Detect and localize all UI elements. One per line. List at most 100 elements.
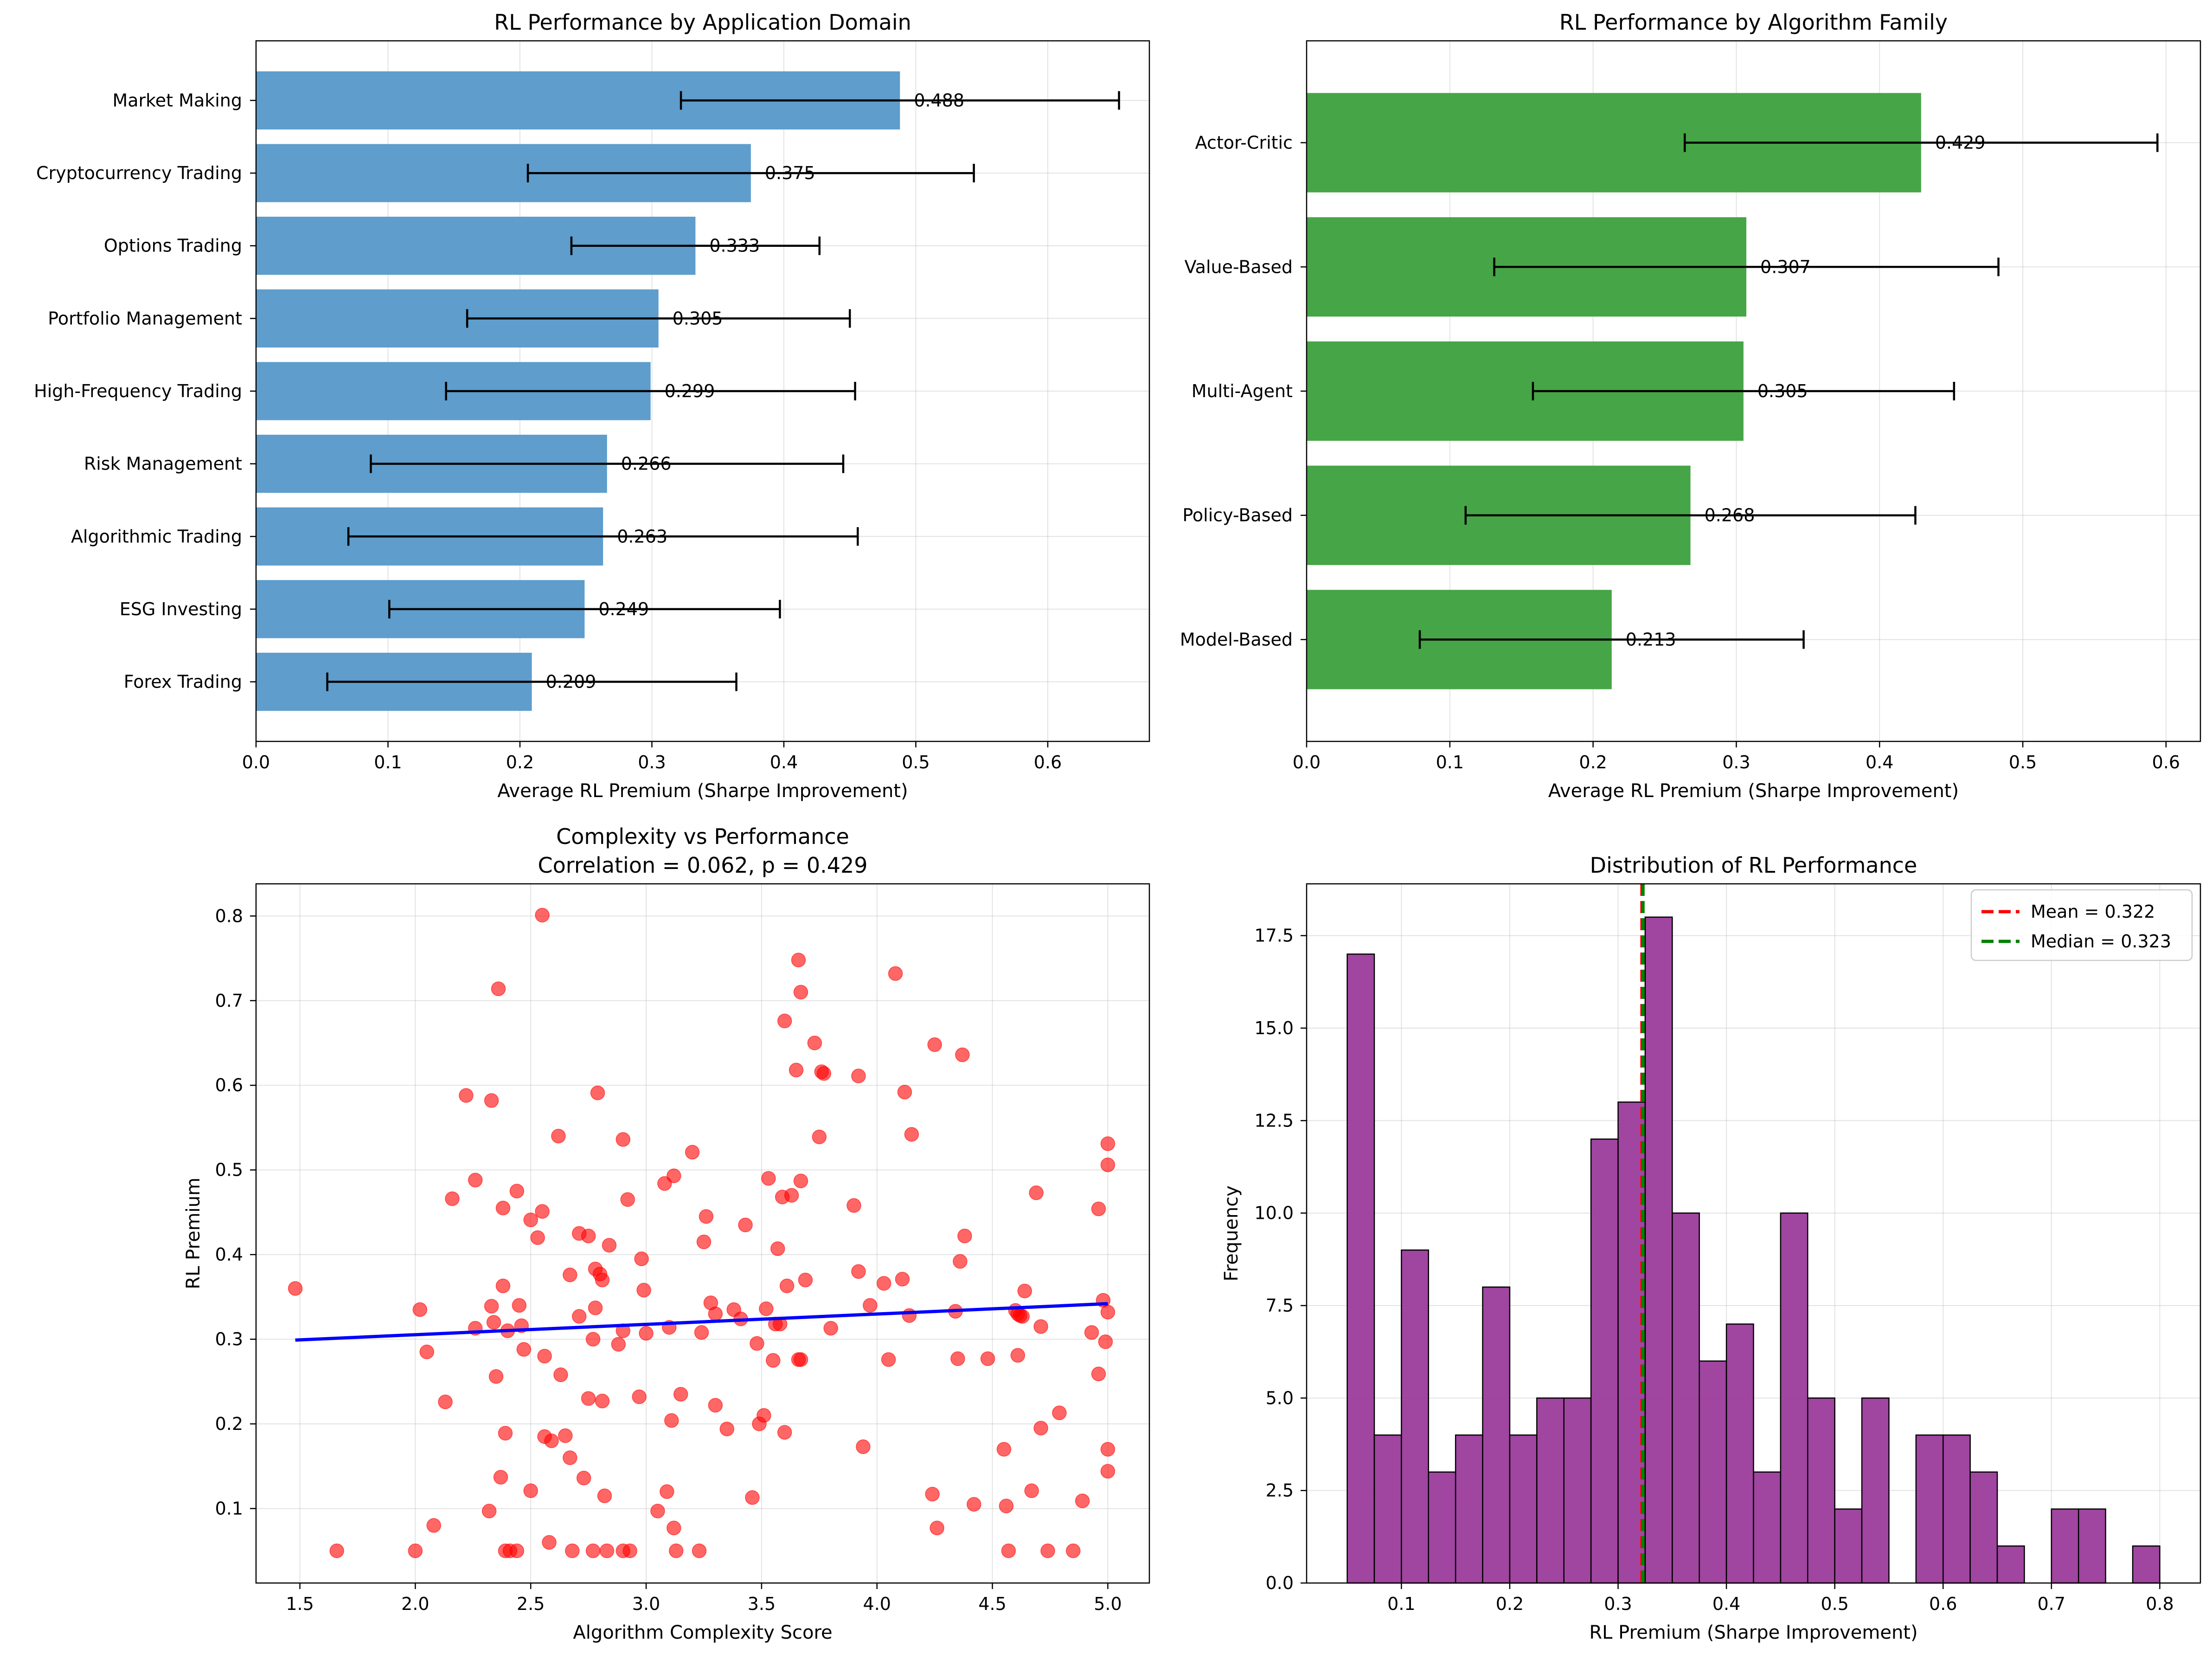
scatter-xlabel: Algorithm Complexity Score — [573, 1622, 832, 1643]
domain-xtick-label: 0.5 — [902, 752, 930, 772]
scatter-point — [498, 1426, 513, 1441]
domain-category-label: Portfolio Management — [48, 308, 242, 328]
scatter-point — [757, 1408, 771, 1423]
domain-value-label: 0.249 — [598, 599, 649, 619]
algorithm-title: RL Performance by Algorithm Family — [1559, 10, 1948, 35]
scatter-point — [438, 1394, 453, 1409]
domain-value-label: 0.266 — [621, 454, 672, 474]
scatter-point — [1033, 1421, 1048, 1435]
scatter-point — [602, 1238, 617, 1253]
scatter-point — [902, 1308, 917, 1323]
algorithm-value-label: 0.429 — [1935, 133, 1986, 153]
scatter-point — [876, 1276, 891, 1291]
scatter-point — [761, 1171, 776, 1186]
domain-category-label: Forex Trading — [124, 672, 242, 692]
scatter-point — [980, 1351, 995, 1366]
hist-bar — [2051, 1508, 2079, 1584]
complexity-scatter: 1.5 2.0 2.5 3.0 3.5 4.0 4.5 5.0 0.1 0.2 0.3 0.4 0.5 0… — [183, 824, 1149, 1643]
domain-xtick-label: 0.4 — [770, 752, 798, 772]
scatter-ytick-label: 0.3 — [215, 1329, 243, 1350]
scatter-point — [288, 1281, 303, 1296]
scatter-point — [616, 1132, 631, 1147]
scatter-point — [777, 1013, 792, 1029]
hist-ytick-label: 2.5 — [1266, 1480, 1294, 1501]
algorithm-xtick-label: 0.5 — [2009, 752, 2037, 772]
scatter-point — [667, 1520, 681, 1536]
scatter-point — [895, 1272, 910, 1287]
algorithm-category-label: Actor-Critic — [1195, 133, 1293, 153]
hist-ytick-label: 0.0 — [1266, 1573, 1294, 1593]
scatter-point — [523, 1212, 538, 1228]
scatter-point — [512, 1298, 527, 1313]
scatter-point — [881, 1352, 896, 1367]
scatter-xtick-label: 3.5 — [748, 1594, 776, 1614]
hist-bar — [1915, 1434, 1944, 1584]
domain-value-label: 0.299 — [665, 381, 715, 401]
scatter-point — [1091, 1201, 1106, 1216]
hist-bar — [1943, 1434, 1971, 1584]
algorithm-xtick-label: 0.1 — [1436, 752, 1464, 772]
scatter-point — [699, 1209, 714, 1224]
scatter-point — [535, 1204, 550, 1219]
scatter-point — [1084, 1325, 1099, 1340]
scatter-point — [766, 1353, 781, 1368]
algorithm-value-label: 0.268 — [1705, 505, 1755, 526]
scatter-point — [669, 1543, 684, 1558]
domain-value-label: 0.209 — [546, 672, 596, 692]
scatter-point — [571, 1309, 587, 1324]
scatter-point — [493, 1470, 508, 1485]
domain-value-label: 0.333 — [709, 236, 760, 256]
scatter-point — [851, 1264, 866, 1279]
algorithm-xtick-label: 0.0 — [1293, 752, 1321, 772]
hist-xtick-label: 0.4 — [1712, 1594, 1740, 1614]
hist-xlabel: RL Premium (Sharpe Improvement) — [1589, 1622, 1917, 1643]
scatter-point — [1066, 1543, 1081, 1558]
hist-bar — [1996, 1545, 2025, 1584]
scatter-point — [708, 1398, 723, 1413]
scatter-ytick-label: 0.4 — [215, 1244, 243, 1265]
scatter-point — [558, 1428, 573, 1443]
scatter-point — [708, 1306, 723, 1321]
hist-bar — [1509, 1434, 1538, 1584]
hist-ytick-label: 17.5 — [1254, 926, 1294, 946]
hist-ytick-label: 12.5 — [1254, 1110, 1294, 1131]
scatter-point — [692, 1543, 707, 1558]
scatter-axes — [255, 883, 1150, 1584]
scatter-point — [851, 1068, 866, 1083]
scatter-point — [823, 1321, 838, 1336]
scatter-point — [639, 1326, 654, 1341]
scatter-point — [523, 1483, 538, 1498]
scatter-point — [1015, 1309, 1030, 1324]
hist-bar — [2077, 1508, 2106, 1584]
legend-median-label: Median = 0.323 — [2031, 931, 2171, 952]
scatter-point — [495, 1278, 511, 1294]
scatter-point — [481, 1504, 497, 1519]
legend-mean-label: Mean = 0.322 — [2031, 901, 2155, 922]
scatter-ytick-label: 0.6 — [215, 1075, 243, 1095]
domain-axes — [255, 40, 1150, 742]
domain-xtick-label: 0.6 — [1034, 752, 1062, 772]
scatter-point — [1033, 1319, 1048, 1334]
hist-ytick-label: 10.0 — [1254, 1203, 1294, 1223]
scatter-point — [694, 1325, 709, 1340]
scatter-point — [486, 1315, 501, 1330]
scatter-point — [632, 1389, 647, 1404]
hist-xtick-label: 0.1 — [1387, 1594, 1415, 1614]
hist-bar — [1807, 1397, 1835, 1584]
domain-category-label: ESG Investing — [120, 599, 242, 619]
scatter-point — [897, 1085, 912, 1100]
scatter-point — [484, 1299, 499, 1314]
algorithm-category-label: Value-Based — [1185, 257, 1293, 277]
scatter-point — [1075, 1493, 1090, 1508]
algorithm-axes — [1306, 40, 2201, 742]
hist-bar — [1563, 1397, 1592, 1584]
distribution-histogram: 0.1 0.2 0.3 0.4 0.5 0.6 0.7 0.8 0.0 2.5 5.0 7.5 10.0… — [1221, 853, 2200, 1643]
algorithm-xtick-label: 0.4 — [1866, 752, 1893, 772]
scatter-point — [599, 1543, 615, 1558]
hist-bar — [1699, 1360, 1727, 1584]
domain-value-label: 0.305 — [673, 308, 723, 328]
scatter-point — [595, 1393, 610, 1409]
scatter-point — [925, 1487, 940, 1502]
scatter-point — [738, 1217, 753, 1233]
scatter-point — [581, 1229, 596, 1243]
